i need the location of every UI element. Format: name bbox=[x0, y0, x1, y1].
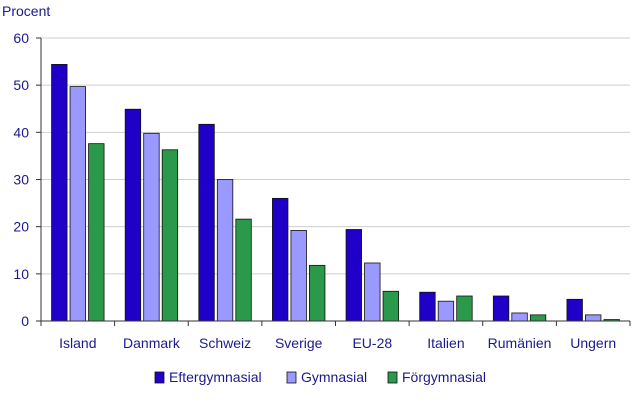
legend-label-eftergymnasial: Eftergymnasial bbox=[169, 369, 262, 385]
bar-förgymnasial-schweiz bbox=[235, 218, 252, 322]
bar-förgymnasial-danmark bbox=[161, 149, 179, 322]
bar-eftergymnasial-rumänien bbox=[492, 295, 510, 322]
bar-förgymnasial-italien bbox=[456, 295, 473, 322]
legend: Eftergymnasial Gymnasial Förgymnasial bbox=[154, 369, 486, 385]
x-tick-labels: Island Danmark Schweiz Sverige EU-28 Italien R… bbox=[40, 321, 631, 351]
x-tick-label: Sverige bbox=[275, 335, 323, 351]
y-tick-label: 10 bbox=[13, 266, 29, 282]
bar-gymnasial-italien bbox=[437, 300, 455, 322]
bar-förgymnasial-rumänien bbox=[529, 314, 547, 322]
bar-gymnasial-rumänien bbox=[511, 312, 528, 322]
bar-eftergymnasial-ungern bbox=[566, 298, 583, 322]
legend-label-gymnasial: Gymnasial bbox=[301, 369, 367, 385]
bars bbox=[51, 64, 620, 322]
bar-eftergymnasial-sverige bbox=[272, 197, 289, 322]
x-tick-label: Rumänien bbox=[488, 335, 552, 351]
bar-gymnasial-schweiz bbox=[216, 179, 234, 322]
y-tick-label: 40 bbox=[13, 124, 29, 140]
x-tick-label: Schweiz bbox=[199, 335, 251, 351]
x-tick-label: Island bbox=[59, 335, 96, 351]
x-tick-label: Danmark bbox=[123, 335, 181, 351]
y-tick-label: 50 bbox=[13, 77, 29, 93]
bar-gymnasial-danmark bbox=[143, 132, 160, 322]
y-tick-label: 60 bbox=[13, 30, 29, 46]
bar-gymnasial-ungern bbox=[585, 314, 602, 322]
x-tick-label: Italien bbox=[427, 335, 464, 351]
bar-gymnasial-sverige bbox=[290, 230, 307, 322]
bar-eftergymnasial-island bbox=[51, 64, 68, 322]
x-tick-label: EU-28 bbox=[352, 335, 392, 351]
y-tick-labels: 0 10 20 30 40 50 60 bbox=[13, 30, 41, 329]
bar-eftergymnasial-eu-28 bbox=[345, 229, 362, 322]
bar-förgymnasial-island bbox=[88, 143, 105, 322]
bar-eftergymnasial-italien bbox=[419, 291, 436, 322]
legend-swatch-förgymnasial bbox=[387, 371, 398, 384]
y-axis-label: Procent bbox=[2, 3, 50, 19]
legend-swatch-gymnasial bbox=[286, 371, 297, 384]
bar-förgymnasial-sverige bbox=[309, 264, 326, 322]
y-tick-label: 0 bbox=[21, 313, 29, 329]
legend-label-förgymnasial: Förgymnasial bbox=[402, 369, 486, 385]
bar-förgymnasial-eu-28 bbox=[382, 290, 399, 322]
y-tick-label: 30 bbox=[13, 172, 29, 188]
legend-swatch-eftergymnasial bbox=[154, 371, 165, 384]
x-tick-label: Ungern bbox=[570, 335, 616, 351]
bar-gymnasial-island bbox=[69, 86, 86, 322]
bar-eftergymnasial-danmark bbox=[124, 108, 142, 322]
bar-eftergymnasial-schweiz bbox=[198, 123, 215, 322]
bar-gymnasial-eu-28 bbox=[364, 262, 381, 322]
y-tick-label: 20 bbox=[13, 219, 29, 235]
